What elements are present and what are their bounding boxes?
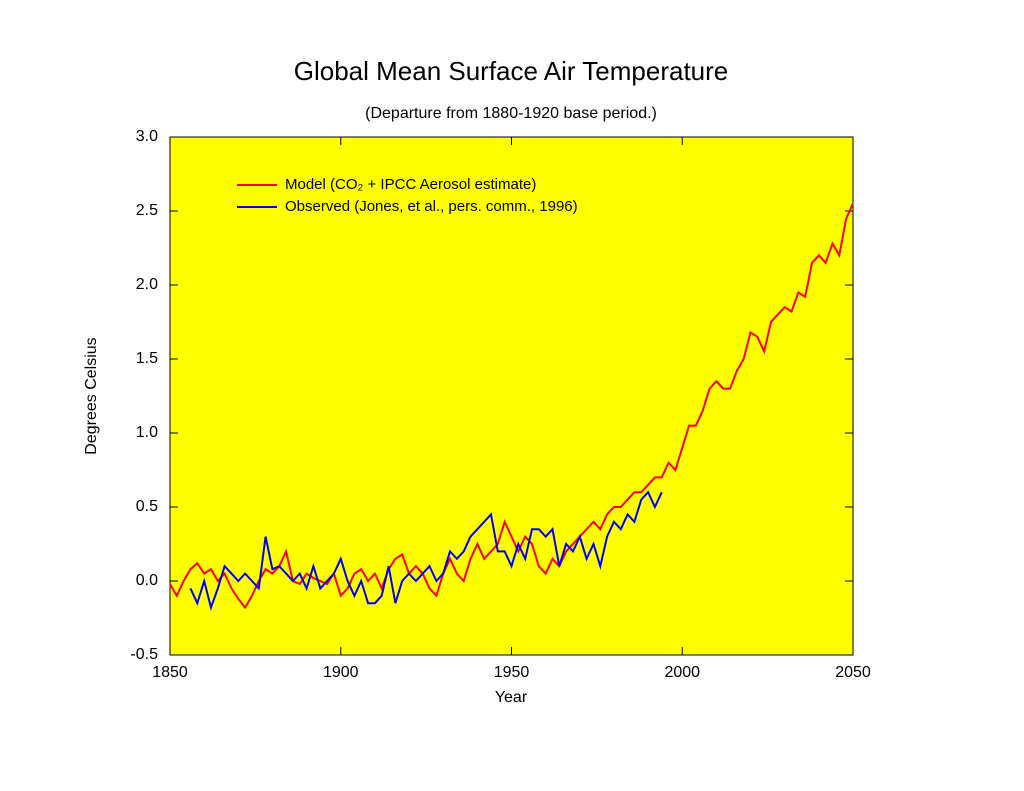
- x-tick-label: 1950: [494, 664, 530, 681]
- y-tick-label: 1.0: [136, 424, 158, 441]
- x-tick-label: 1850: [152, 664, 188, 681]
- x-tick-label: 1900: [323, 664, 359, 681]
- y-tick-label: -0.5: [130, 646, 158, 663]
- legend-label: Observed (Jones, et al., pers. comm., 19…: [285, 198, 578, 215]
- x-tick-label: 2000: [664, 664, 700, 681]
- y-tick-label: 2.5: [136, 202, 158, 219]
- series-line: [189, 490, 663, 612]
- series-line: [169, 203, 854, 610]
- y-tick-label: 3.0: [136, 128, 158, 145]
- x-tick-label: 2050: [835, 664, 871, 681]
- x-axis-label: Year: [495, 689, 528, 706]
- plot-area: [169, 136, 854, 656]
- y-tick-label: 2.0: [136, 276, 158, 293]
- chart-subtitle: (Departure from 1880-1920 base period.): [365, 105, 657, 122]
- y-axis-label: Degrees Celsius: [83, 337, 100, 454]
- legend-label: Model (CO₂ + IPCC Aerosol estimate): [285, 176, 536, 193]
- chart-title: Global Mean Surface Air Temperature: [294, 56, 729, 86]
- y-tick-label: 0.0: [136, 572, 158, 589]
- y-tick-label: 0.5: [136, 498, 158, 515]
- y-tick-label: 1.5: [136, 350, 158, 367]
